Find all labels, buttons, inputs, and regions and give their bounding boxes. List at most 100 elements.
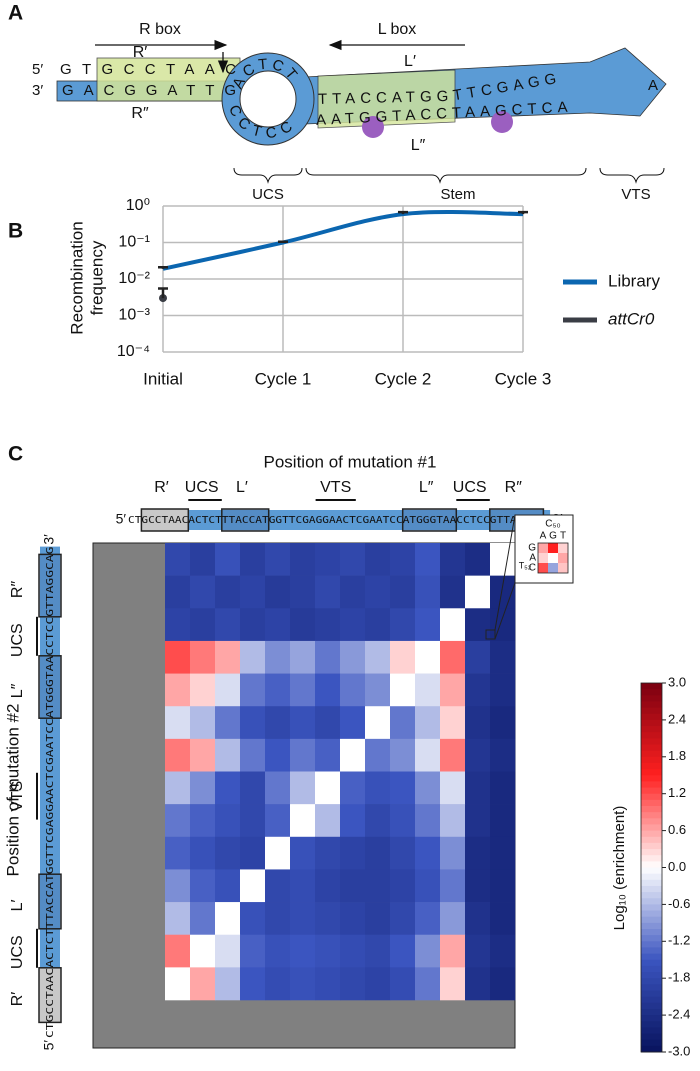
y-axis-label: Recombination — [67, 221, 86, 334]
colorbar-tick-label: -3.0 — [668, 1043, 690, 1058]
heatmap-cell — [390, 640, 416, 674]
heatmap-cell — [365, 673, 391, 707]
colorbar-segment — [641, 1002, 662, 1010]
heatmap-cell — [440, 804, 466, 838]
heatmap-cell — [465, 804, 491, 838]
heatmap-cell — [240, 804, 266, 838]
heatmap-cell — [265, 738, 291, 772]
colorbar-segment — [641, 695, 662, 702]
heatmap-cell — [265, 804, 291, 838]
heatmap-cell — [490, 640, 516, 674]
stem-label: Stem — [440, 186, 475, 203]
heatmap-cell — [490, 575, 516, 609]
heatmap-cell — [290, 608, 316, 642]
colorbar-segment — [641, 775, 662, 782]
heatmap-cell — [490, 673, 516, 707]
heatmap-cell — [240, 836, 266, 870]
l-dprime: L″ — [411, 137, 426, 154]
colorbar-segment — [641, 941, 662, 948]
colorbar-segment — [641, 972, 662, 979]
heatmap-cell — [465, 608, 491, 642]
colorbar-segment — [641, 836, 662, 844]
colorbar-segment — [641, 1033, 662, 1041]
colorbar-segment — [641, 713, 662, 721]
heatmap-cell — [290, 543, 316, 576]
heatmap-cell — [390, 771, 416, 805]
heatmap-cell — [340, 738, 366, 772]
heatmap-cell — [190, 934, 216, 968]
inset-cell — [538, 543, 548, 553]
sequence-bar — [188, 510, 551, 530]
heatmap-cell — [265, 543, 291, 576]
heatmap-cell — [440, 902, 466, 936]
colorbar-segment — [641, 916, 662, 924]
heatmap-cell — [190, 706, 216, 740]
heatmap-cell — [165, 836, 191, 870]
error-bar — [278, 240, 288, 243]
colorbar-segment — [641, 701, 662, 709]
heatmap-cell — [315, 640, 341, 674]
colorbar-tick-label: 1.8 — [668, 748, 686, 763]
heatmap-cell — [365, 967, 391, 1001]
region-label: R′ — [9, 992, 26, 1007]
region-box — [221, 508, 270, 532]
colorbar-segment — [641, 726, 662, 733]
heatmap-cell — [215, 673, 241, 707]
heatmap-cell — [465, 543, 491, 576]
error-bar — [158, 265, 168, 269]
panel-a-shapes — [56, 39, 667, 184]
heatmap-cell — [390, 902, 416, 936]
panel-label: B — [8, 220, 23, 243]
heatmap-cell — [340, 902, 366, 936]
y-tick-label: 10⁻² — [118, 270, 150, 287]
heatmap-cell — [490, 836, 516, 870]
heatmap-cell — [490, 869, 516, 903]
heatmap-cell — [490, 934, 516, 968]
heatmap-cell — [165, 934, 191, 968]
heatmap-cell — [340, 771, 366, 805]
heatmap-cell — [465, 836, 491, 870]
region-label: VTS — [320, 479, 351, 496]
heatmap-cell — [215, 804, 241, 838]
heatmap-cell — [465, 902, 491, 936]
y-tick-label: 10⁰ — [126, 197, 150, 214]
colorbar-segment — [641, 965, 662, 973]
heatmap-cell — [190, 771, 216, 805]
heatmap-cell — [240, 934, 266, 968]
colorbar-segment — [641, 953, 662, 961]
colorbar-segment — [641, 892, 662, 899]
heatmap-cell — [190, 738, 216, 772]
colorbar-segment — [641, 873, 662, 881]
y-axis-title: Position of mutation #2 — [3, 704, 22, 877]
heatmap-cell — [465, 934, 491, 968]
heatmap-cell — [290, 869, 316, 903]
heatmap-cell — [240, 608, 266, 642]
heatmap-cell — [415, 608, 441, 642]
colorbar-segment — [641, 769, 662, 776]
region-label: UCS — [453, 479, 487, 496]
inset-grid-frame — [537, 542, 569, 574]
heatmap-cell — [365, 575, 391, 609]
heatmap-cell — [465, 706, 491, 740]
heatmap-cell — [415, 575, 441, 609]
inset-cell — [538, 553, 548, 563]
colorbar-segment — [641, 855, 662, 862]
heatmap-cell — [165, 738, 191, 772]
colorbar-tick-label: 0.6 — [668, 822, 686, 837]
heatmap-cell — [290, 575, 316, 609]
heatmap-cell — [340, 967, 366, 1001]
heatmap-cell — [190, 836, 216, 870]
heatmap-cell — [315, 836, 341, 870]
colorbar-segment — [641, 756, 662, 764]
inset-x-label: T — [560, 531, 566, 542]
y-tick-label: 10⁻⁴ — [117, 343, 150, 360]
region-box — [401, 508, 458, 532]
series-line — [162, 210, 524, 271]
heatmap-cell — [440, 967, 466, 1001]
heatmap-cell — [240, 771, 266, 805]
heatmap-cell — [365, 640, 391, 674]
colorbar-segment — [641, 750, 662, 758]
error-bar — [398, 210, 408, 215]
heatmap-cell — [240, 543, 266, 576]
colorbar-segment — [641, 898, 662, 905]
